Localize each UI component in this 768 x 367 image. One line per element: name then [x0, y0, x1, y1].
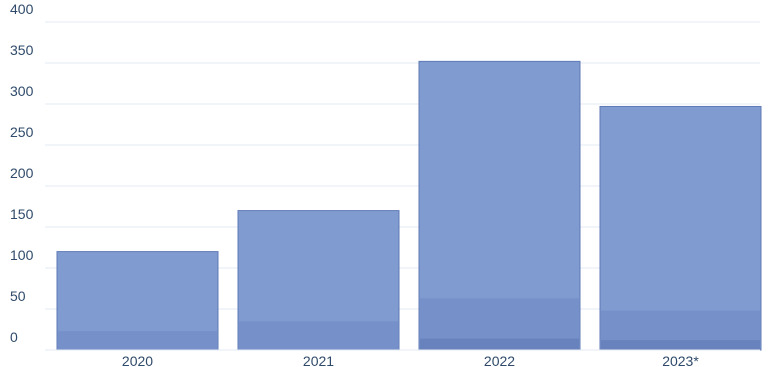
bar-group-2 — [418, 60, 581, 351]
bar-base-band-2 — [420, 338, 579, 350]
x-tick-label-0: 2020 — [122, 353, 153, 367]
x-tick-label-2: 2022 — [484, 353, 515, 367]
y-tick-label-0: 0 — [10, 329, 18, 345]
bars-layer — [56, 60, 762, 351]
y-tick-label-350: 350 — [10, 42, 34, 58]
bar-base-band-3 — [601, 340, 760, 350]
y-tick-label-300: 300 — [10, 83, 34, 99]
bar-inner-band-0 — [58, 331, 217, 350]
axis-layer: 0 50 100 150 200 250 300 350 400 2020 2021 2022 2023… — [10, 1, 760, 367]
bar-group-3 — [599, 105, 762, 351]
y-tick-label-200: 200 — [10, 165, 34, 181]
y-tick-label-50: 50 — [10, 288, 26, 304]
bar-3 — [599, 105, 762, 351]
bar-inner-band-1 — [239, 321, 398, 350]
y-tick-label-150: 150 — [10, 206, 34, 222]
bar-group-0 — [56, 251, 219, 351]
bar-group-1 — [237, 210, 400, 351]
y-tick-label-250: 250 — [10, 124, 34, 140]
x-tick-label-3: 2023* — [662, 353, 699, 367]
y-tick-label-400: 400 — [10, 1, 34, 17]
x-tick-label-1: 2021 — [303, 353, 334, 367]
y-tick-label-100: 100 — [10, 247, 34, 263]
